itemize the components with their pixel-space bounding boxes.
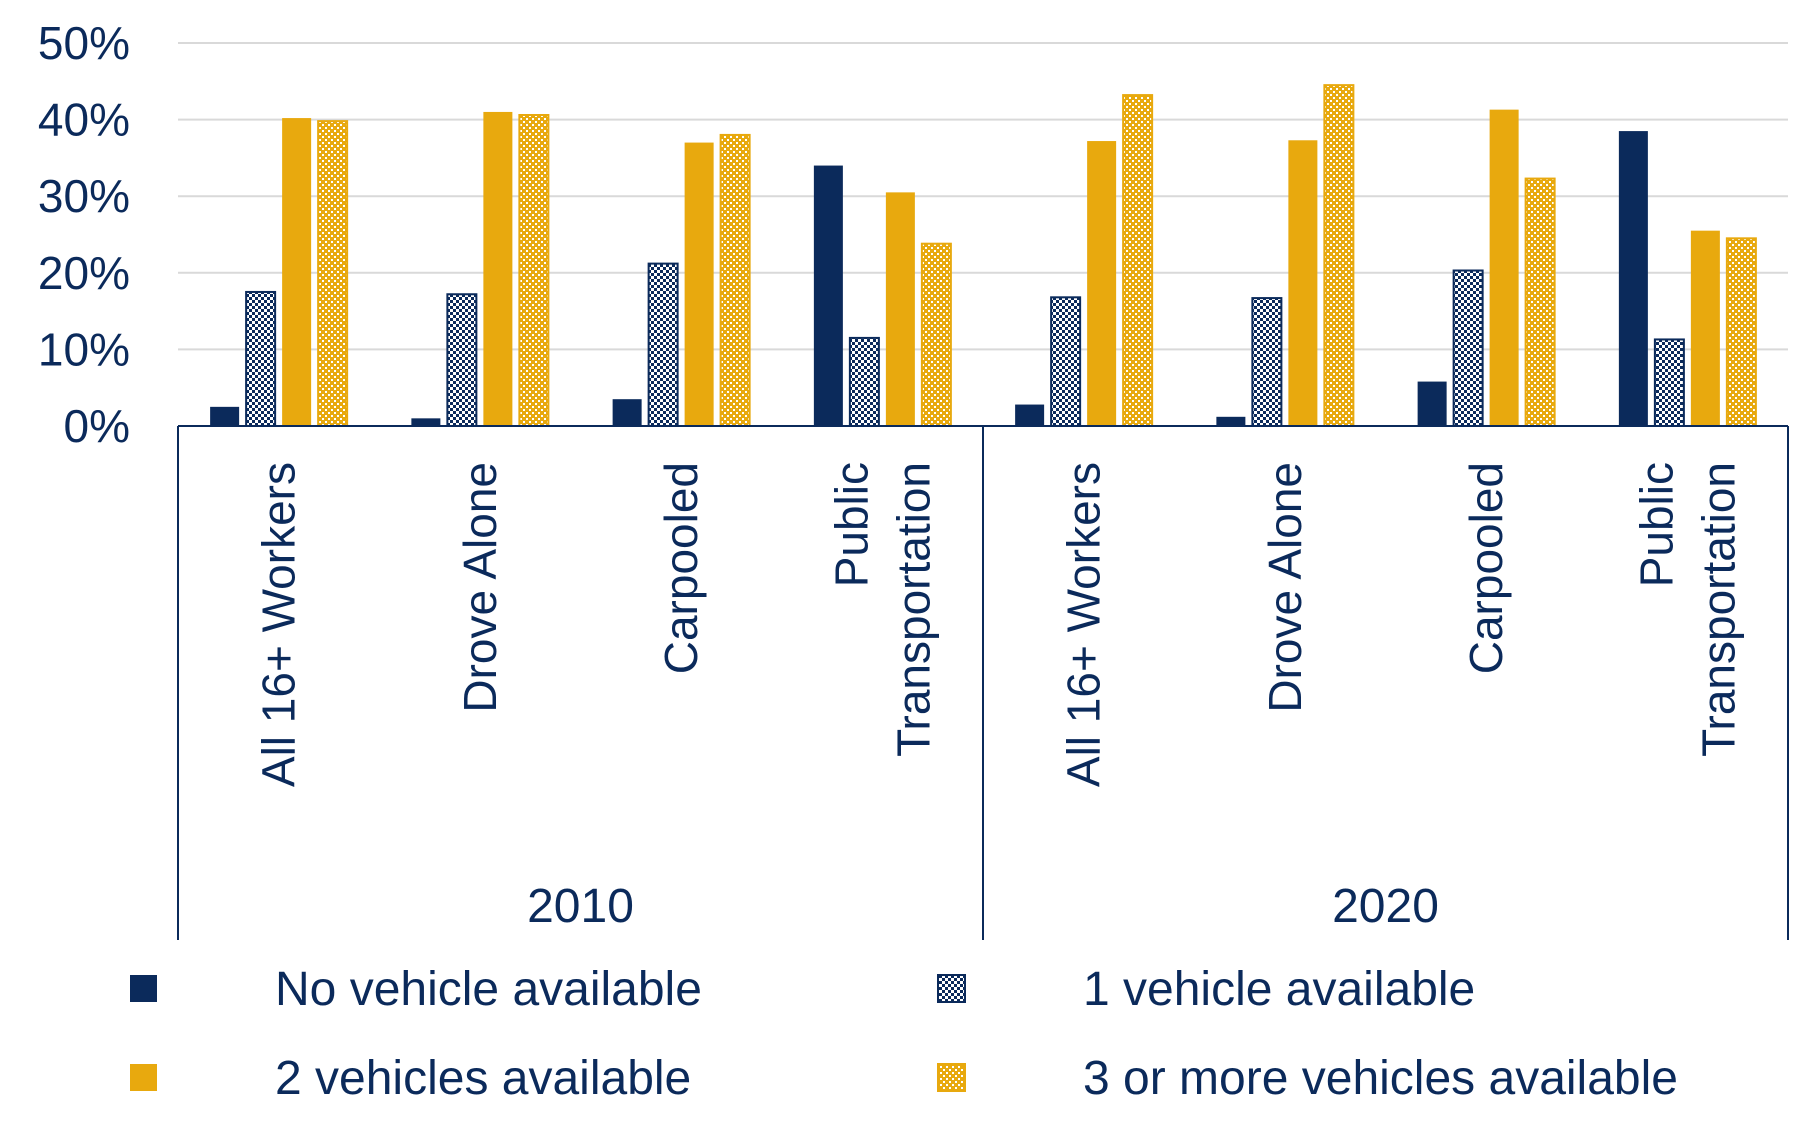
bar (245, 290, 277, 428)
category-label-line: All 16+ Workers (1058, 462, 1110, 787)
category-label-line: Public (1630, 462, 1682, 587)
bar (1015, 404, 1045, 426)
bar (1653, 338, 1685, 427)
bar (612, 399, 642, 426)
legend-label: No vehicle available (275, 963, 702, 1016)
bar (1122, 94, 1154, 427)
bar (210, 406, 240, 426)
y-tick-label: 10% (38, 323, 130, 375)
legend: No vehicle available 1 vehicle available 2… (130, 963, 1678, 1105)
category-label: Public Transportation (1630, 462, 1744, 757)
bar (920, 242, 952, 427)
y-tick-label: 0% (64, 400, 130, 452)
bars (210, 84, 1757, 428)
category-label-line: All 16+ Workers (253, 462, 305, 787)
bar (1618, 131, 1648, 426)
bar (1489, 109, 1519, 426)
y-axis: 0% 10% 20% 30% 40% 50% (38, 17, 130, 452)
legend-swatch (130, 1064, 157, 1091)
legend-label: 1 vehicle available (1083, 963, 1475, 1016)
category-label-line: Carpooled (1460, 462, 1512, 674)
bar (1452, 269, 1484, 428)
bar (848, 336, 880, 427)
bar (411, 418, 441, 426)
y-tick-label: 30% (38, 170, 130, 222)
group-label: 2020 (1332, 880, 1439, 933)
bar (1288, 140, 1318, 427)
y-tick-label: 20% (38, 247, 130, 299)
bar (1690, 230, 1720, 426)
category-label-line: Public (825, 462, 877, 587)
category-label: Drove Alone (454, 462, 506, 713)
bar (1216, 416, 1246, 426)
category-label: Drove Alone (1259, 462, 1311, 713)
bar (483, 111, 513, 426)
bar (684, 142, 714, 426)
bar (719, 133, 751, 427)
x-axis (177, 425, 1789, 940)
bar (282, 118, 312, 427)
bar (885, 192, 915, 426)
bar (1323, 84, 1355, 427)
bar (1524, 177, 1556, 427)
category-label: All 16+ Workers (253, 462, 305, 787)
bar (446, 293, 478, 427)
category-label: Carpooled (1460, 462, 1512, 674)
y-tick-label: 40% (38, 94, 130, 146)
category-label-line: Carpooled (655, 462, 707, 674)
bar (1251, 297, 1283, 427)
bar (813, 165, 843, 426)
category-label: Carpooled (655, 462, 707, 674)
bar (317, 120, 349, 428)
bar (647, 262, 679, 427)
category-label-line: Transportation (887, 462, 939, 757)
bar (1087, 141, 1117, 426)
legend-swatch (937, 1063, 966, 1092)
gridlines (178, 42, 1788, 351)
legend-label: 2 vehicles available (275, 1052, 691, 1105)
bar (1725, 237, 1757, 427)
legend-swatch (937, 974, 966, 1003)
category-label: Public Transportation (825, 462, 939, 757)
bar (1417, 381, 1447, 426)
category-label-line: Transportation (1692, 462, 1744, 757)
legend-swatch (130, 975, 157, 1002)
category-label-line: Drove Alone (1259, 462, 1311, 713)
category-label-line: Drove Alone (454, 462, 506, 713)
x-axis-labels: All 16+ Workers Drove Alone Carpooled Publi… (253, 462, 1745, 933)
legend-label: 3 or more vehicles available (1083, 1052, 1678, 1105)
group-label: 2010 (527, 880, 634, 933)
bar (1050, 296, 1082, 428)
bar (518, 114, 550, 427)
category-label: All 16+ Workers (1058, 462, 1110, 787)
y-tick-label: 50% (38, 17, 130, 69)
